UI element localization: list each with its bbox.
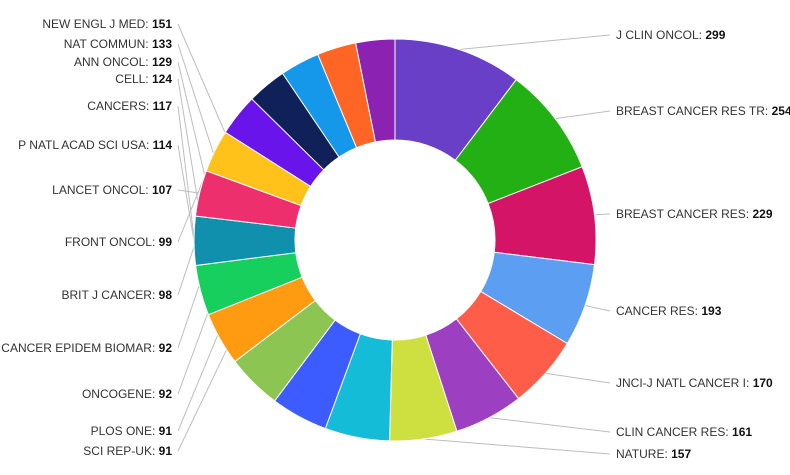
label-cancer-epidem-biomar: CANCER EPIDEM BIOMAR: 92 [1,341,172,355]
label-cancer-res: CANCER RES: 193 [616,304,722,318]
label-breast-cancer-res-tr: BREAST CANCER RES TR: 254 [616,104,790,118]
label-sci-rep-uk: SCI REP-UK: 91 [83,444,172,458]
label-plos-one: PLOS ONE: 91 [91,424,173,438]
label-cell: CELL: 124 [115,72,172,86]
label-nature: NATURE: 157 [616,447,691,461]
label-brit-j-cancer: BRIT J CANCER: 98 [62,288,173,302]
label-jnci-j-natl-cancer-i: JNCI-J NATL CANCER I: 170 [616,376,773,390]
leader-j-clin-oncol [458,34,611,50]
label-oncogene: ONCOGENE: 92 [82,387,172,401]
leader-nature [423,438,611,455]
label-nat-commun: NAT COMMUN: 133 [64,37,173,51]
leader-cancer-res [584,305,611,312]
leader-lancet-oncol [177,189,200,194]
label-cancers: CANCERS: 117 [87,99,172,113]
leader-breast-cancer-res [594,213,611,216]
leader-clin-cancer-res [489,417,611,433]
label-new-engl-j-med: NEW ENGL J MED: 151 [42,17,172,31]
slice-sci-rep-uk [355,38,396,143]
leader-jnci-j-natl-cancer-i [545,372,611,384]
donut-slices [193,38,597,442]
label-ann-oncol: ANN ONCOL: 129 [74,55,172,69]
label-j-clin-oncol: J CLIN ONCOL: 299 [616,28,726,42]
label-breast-cancer-res: BREAST CANCER RES: 229 [616,207,773,221]
slice-labels: J CLIN ONCOL: 299 BREAST CANCER RES TR: 2… [1,17,790,461]
label-front-oncol: FRONT ONCOL: 99 [65,235,172,249]
label-p-natl-acad-sci-usa: P NATL ACAD SCI USA: 114 [18,138,172,152]
label-lancet-oncol: LANCET ONCOL: 107 [52,183,172,197]
leader-breast-cancer-res-tr [555,110,611,120]
leader-p-natl-acad-sci-usa [177,144,195,241]
label-clin-cancer-res: CLIN CANCER RES: 161 [616,425,752,439]
